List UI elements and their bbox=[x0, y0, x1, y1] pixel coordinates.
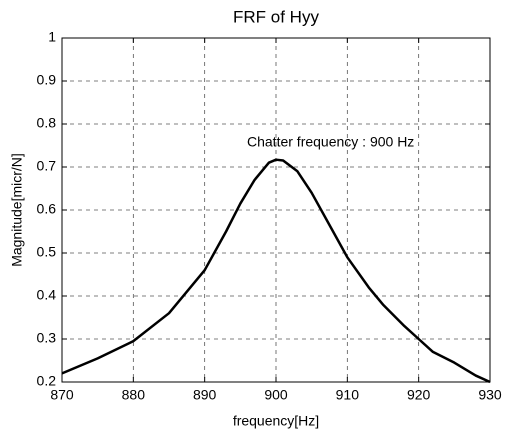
y-tick-label: 0.6 bbox=[37, 201, 57, 217]
x-tick-label: 920 bbox=[407, 387, 431, 403]
plot-border bbox=[61, 37, 491, 383]
x-tick-label: 930 bbox=[478, 387, 502, 403]
annotation: Chatter frequency : 900 Hz bbox=[247, 134, 414, 150]
x-tick-label: 910 bbox=[336, 387, 360, 403]
x-axis-label: frequency[Hz] bbox=[233, 413, 319, 429]
y-tick-label: 0.5 bbox=[37, 244, 57, 260]
y-tick-label: 0.4 bbox=[37, 287, 57, 303]
y-tick-label: 1 bbox=[48, 29, 56, 45]
chart-title: FRF of Hyy bbox=[233, 7, 319, 26]
y-tick-label: 0.9 bbox=[37, 72, 57, 88]
y-tick-label: 0.3 bbox=[37, 330, 57, 346]
y-tick-label: 0.8 bbox=[37, 115, 57, 131]
x-tick-label: 870 bbox=[50, 387, 74, 403]
y-axis-label: Magnitude[micr/N] bbox=[9, 153, 25, 267]
x-tick-label: 880 bbox=[122, 387, 146, 403]
x-tick-label: 900 bbox=[264, 387, 288, 403]
x-tick-label: 890 bbox=[193, 387, 217, 403]
y-tick-label: 0.7 bbox=[37, 158, 57, 174]
y-tick-label: 0.2 bbox=[37, 373, 57, 389]
line bbox=[61, 158, 491, 384]
